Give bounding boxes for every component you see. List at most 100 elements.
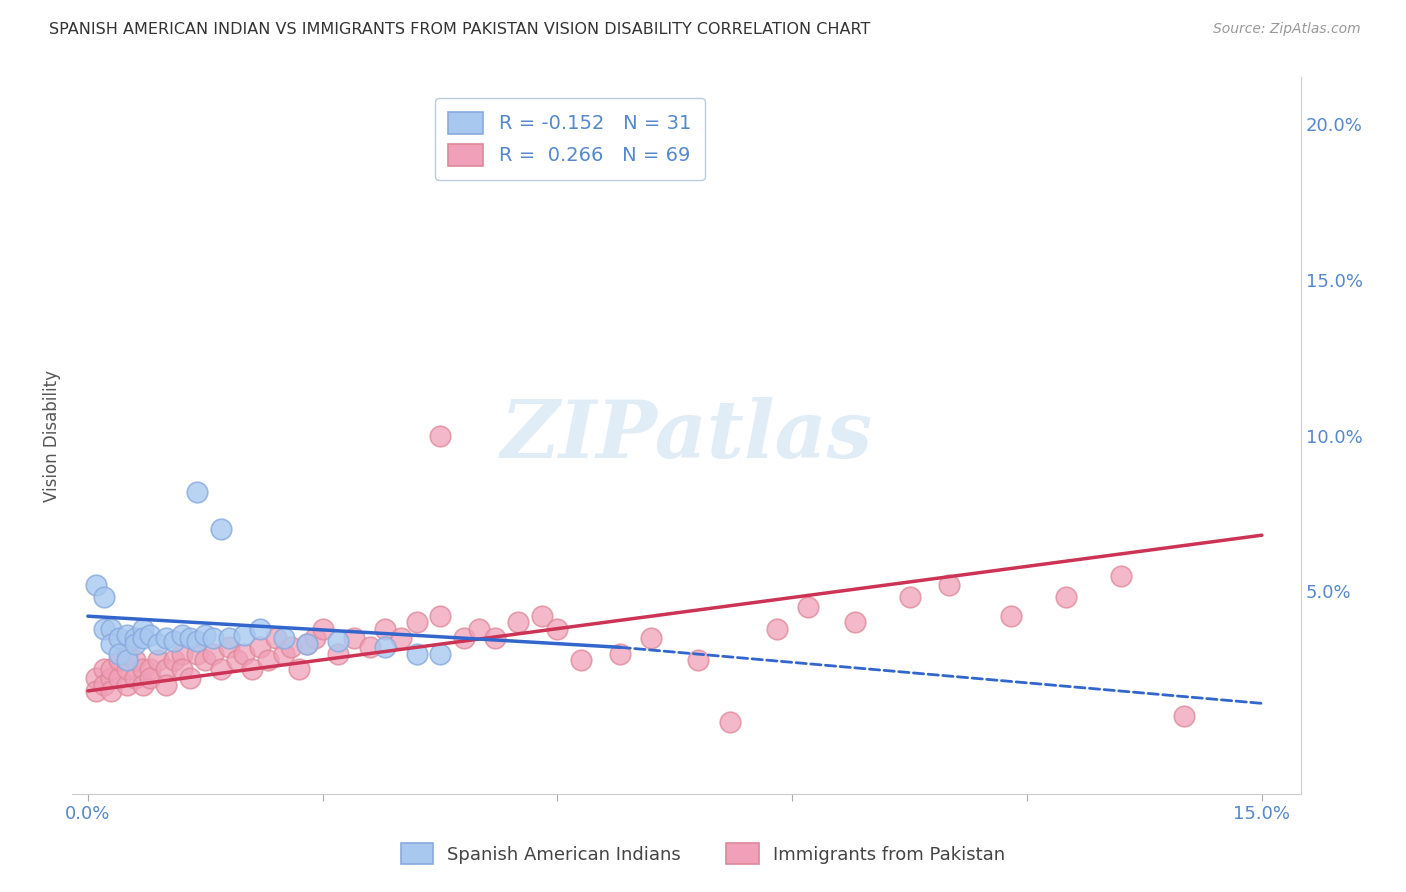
Point [194, 653, 217, 667]
Point [797, 599, 820, 614]
Point [155, 678, 177, 692]
Point [108, 631, 131, 645]
Legend: R = -0.152   N = 31, R =  0.266   N = 69: R = -0.152 N = 31, R = 0.266 N = 69 [434, 98, 704, 180]
Point [1109, 568, 1132, 582]
Point [304, 631, 326, 645]
Point [131, 662, 153, 676]
Point [405, 615, 427, 630]
Point [233, 647, 256, 661]
Point [218, 640, 240, 655]
Point [288, 662, 311, 676]
Point [170, 662, 193, 676]
Point [100, 622, 122, 636]
Point [898, 591, 921, 605]
Point [264, 631, 287, 645]
Point [124, 631, 146, 645]
Point [249, 640, 271, 655]
Point [257, 653, 280, 667]
Point [312, 622, 335, 636]
Point [163, 634, 186, 648]
Point [131, 622, 153, 636]
Point [115, 662, 138, 676]
Point [139, 662, 162, 676]
Point [273, 647, 295, 661]
Point [429, 428, 451, 442]
Point [609, 647, 631, 661]
Point [115, 628, 138, 642]
Point [508, 615, 530, 630]
Point [100, 672, 122, 686]
Point [108, 653, 131, 667]
Point [202, 647, 225, 661]
Point [93, 678, 115, 692]
Point [93, 591, 115, 605]
Point [328, 634, 350, 648]
Point [186, 484, 208, 499]
Point [640, 631, 662, 645]
Point [124, 637, 146, 651]
Point [108, 672, 131, 686]
Point [209, 662, 232, 676]
Point [374, 640, 396, 655]
Point [124, 653, 146, 667]
Point [84, 578, 107, 592]
Point [155, 631, 177, 645]
Point [844, 615, 866, 630]
Point [84, 672, 107, 686]
Point [530, 609, 553, 624]
Point [148, 653, 170, 667]
Point [170, 628, 193, 642]
Point [1054, 591, 1077, 605]
Point [155, 662, 177, 676]
Text: SPANISH AMERICAN INDIAN VS IMMIGRANTS FROM PAKISTAN VISION DISABILITY CORRELATIO: SPANISH AMERICAN INDIAN VS IMMIGRANTS FR… [49, 22, 870, 37]
Point [273, 631, 295, 645]
Point [179, 631, 201, 645]
Point [100, 637, 122, 651]
Point [139, 628, 162, 642]
Point [688, 653, 710, 667]
Point [100, 662, 122, 676]
Point [115, 653, 138, 667]
Point [569, 653, 592, 667]
Point [93, 622, 115, 636]
Point [328, 647, 350, 661]
Point [718, 714, 741, 729]
Point [225, 653, 247, 667]
Point [547, 622, 569, 636]
Text: ZIPatlas: ZIPatlas [501, 397, 873, 475]
Point [139, 672, 162, 686]
Point [186, 634, 208, 648]
Point [1000, 609, 1022, 624]
Point [202, 631, 225, 645]
Point [179, 672, 201, 686]
Point [209, 522, 232, 536]
Point [131, 678, 153, 692]
Point [148, 637, 170, 651]
Point [84, 684, 107, 698]
Point [429, 609, 451, 624]
Point [389, 631, 412, 645]
Point [249, 622, 271, 636]
Point [131, 631, 153, 645]
Point [374, 622, 396, 636]
Point [124, 672, 146, 686]
Point [170, 647, 193, 661]
Point [93, 662, 115, 676]
Point [468, 622, 491, 636]
Point [453, 631, 475, 645]
Point [186, 647, 208, 661]
Legend: Spanish American Indians, Immigrants from Pakistan: Spanish American Indians, Immigrants fro… [394, 836, 1012, 871]
Point [280, 640, 302, 655]
Point [765, 622, 787, 636]
Point [343, 631, 366, 645]
Point [115, 647, 138, 661]
Point [233, 628, 256, 642]
Point [108, 647, 131, 661]
Y-axis label: Vision Disability: Vision Disability [44, 369, 60, 501]
Point [115, 678, 138, 692]
Point [405, 647, 427, 661]
Point [194, 628, 217, 642]
Point [218, 631, 240, 645]
Point [163, 653, 186, 667]
Point [240, 662, 263, 676]
